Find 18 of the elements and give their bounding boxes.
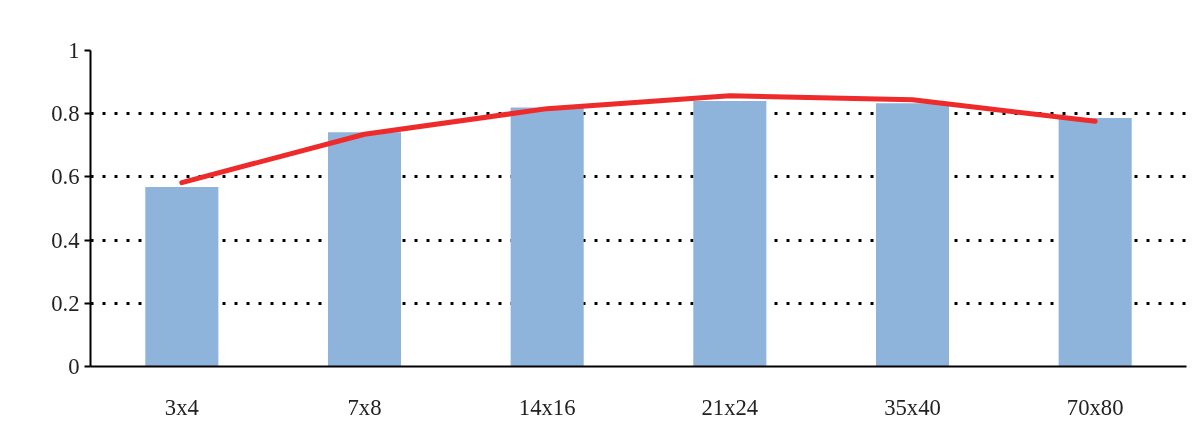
y-tick-label: 0.8 <box>51 101 80 127</box>
x-tick-label: 70x80 <box>1066 394 1124 420</box>
x-tick-label: 14x16 <box>518 394 576 420</box>
x-tick-label: 21x24 <box>701 394 759 420</box>
x-tick-label: 3x4 <box>164 394 199 420</box>
y-tick-label: 1 <box>68 38 80 63</box>
y-tick-label: 0.6 <box>51 164 80 190</box>
bar <box>1058 118 1132 367</box>
y-tick-label: 0.2 <box>51 290 80 316</box>
bar <box>145 187 219 367</box>
y-tick-label: 0.4 <box>51 227 80 253</box>
x-tick-label: 7x8 <box>347 394 382 420</box>
bar <box>875 103 950 367</box>
bar <box>327 132 402 367</box>
x-tick-label: 35x40 <box>884 394 941 420</box>
y-tick-label: 0 <box>68 354 80 379</box>
bar <box>693 101 767 367</box>
bar <box>510 107 584 367</box>
